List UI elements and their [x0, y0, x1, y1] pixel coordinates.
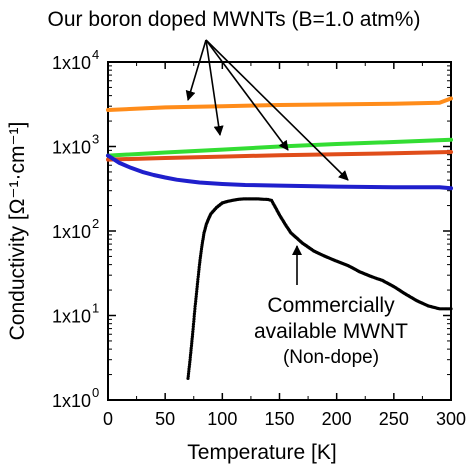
series-4-point	[186, 374, 190, 378]
series-4-point	[195, 282, 199, 286]
series-4-point	[193, 302, 197, 306]
series-4-points	[186, 197, 453, 380]
series-4-point	[195, 285, 199, 289]
series-4-point	[196, 272, 201, 276]
series-4-point	[192, 314, 196, 318]
arrow-to-orange-curve	[185, 39, 207, 101]
series-4-point	[189, 348, 193, 352]
series-4-point	[192, 319, 196, 324]
y-tick-exponent-2: 2	[92, 216, 99, 231]
nondope-annotation-line-1: Commercially	[267, 294, 395, 317]
arrow-to-blue-curve	[205, 39, 349, 181]
series-4-point	[189, 344, 194, 348]
series-4-point	[188, 362, 192, 366]
series-4-point	[190, 341, 194, 346]
series-4-point	[194, 297, 198, 301]
series-4-point	[191, 322, 196, 326]
series-4-point	[191, 325, 195, 329]
series-2-line	[106, 150, 453, 162]
series-4-point	[193, 304, 197, 308]
series-4-point	[197, 267, 201, 272]
arrow-layer	[185, 39, 349, 285]
x-tick-label-1: 50	[155, 409, 175, 429]
series-4-point	[196, 280, 200, 284]
series-4-point	[194, 294, 198, 299]
arrow-to-green-curve	[205, 39, 224, 136]
x-tick-label-3: 150	[264, 409, 294, 429]
x-axis-label: Temperature [K]	[187, 441, 336, 464]
y-tick-exponent-0: 0	[92, 385, 99, 400]
series-4-point	[193, 307, 197, 311]
y-tick-label-1: 1x10	[52, 307, 91, 327]
series-4-point	[191, 330, 195, 334]
series-4-point	[197, 265, 201, 269]
series-0-line	[106, 96, 453, 112]
series-4-point	[196, 275, 200, 279]
series-4-point	[197, 270, 201, 274]
series-4-point	[195, 287, 199, 291]
y-tick-exponent-1: 1	[92, 301, 99, 316]
series-4-point	[192, 312, 196, 316]
series-4-point	[188, 355, 192, 359]
arrow-to-red-curve	[205, 39, 289, 151]
series-4-point	[194, 299, 198, 303]
series-3-line	[106, 153, 453, 191]
y-axis-label: Conductivity [Ω⁻¹·cm⁻¹]	[6, 122, 29, 341]
y-tick-label-4: 1x10	[52, 53, 91, 73]
y-tick-label-0: 1x10	[52, 391, 91, 411]
series-4-point	[195, 289, 199, 294]
x-tick-label-0: 0	[103, 409, 113, 429]
doped-annotation-label: Our boron doped MWNTs (B=1.0 atm%)	[48, 8, 421, 31]
x-tick-label-2: 100	[207, 409, 237, 429]
x-tick-label-4: 200	[322, 409, 352, 429]
series-4-point	[192, 317, 196, 321]
x-tick-label-6: 300	[436, 409, 466, 429]
nondope-annotation-line-3: (Non-dope)	[283, 347, 379, 368]
series-4-point	[196, 277, 200, 281]
y-tick-label-3: 1x10	[52, 138, 91, 158]
series-4-point	[187, 369, 191, 373]
series-4-point	[191, 332, 195, 336]
series-4-point	[449, 307, 453, 311]
nondope-annotation-line-2: available MWNT	[254, 320, 408, 343]
series-4-point	[194, 292, 198, 296]
y-tick-exponent-3: 3	[92, 132, 99, 147]
y-tick-exponent-4: 4	[92, 47, 99, 62]
x-tick-label-5: 250	[379, 409, 409, 429]
series-4-point	[189, 351, 193, 355]
y-tick-label-2: 1x10	[52, 222, 91, 242]
series-4-point	[191, 327, 195, 331]
series-4-point	[190, 339, 194, 343]
series-4-point	[188, 358, 192, 362]
series-4-point	[193, 309, 197, 313]
series-4-point	[190, 335, 194, 339]
